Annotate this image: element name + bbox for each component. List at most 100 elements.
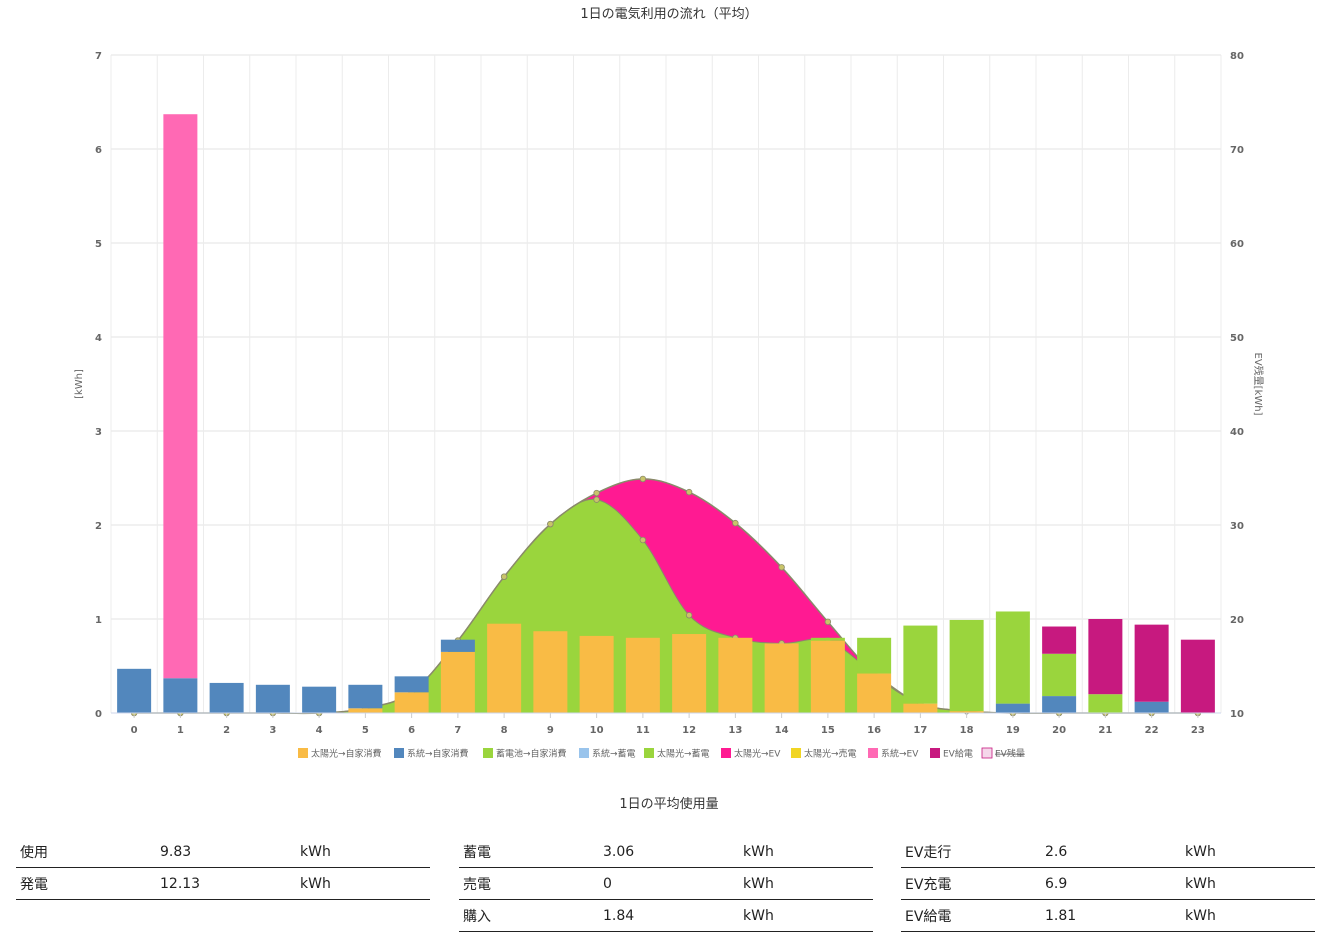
bar xyxy=(1134,624,1169,702)
bar xyxy=(440,639,475,652)
bar xyxy=(949,711,984,713)
legend-item: EV給電 xyxy=(930,748,973,760)
y-tick-label: 1 xyxy=(95,615,102,626)
legend-item: 太陽光→自家消費 xyxy=(298,748,382,760)
chart-title: 1日の電気利用の流れ（平均） xyxy=(580,6,757,22)
summary-row: 購入 1.84 kWh xyxy=(459,899,873,932)
bar xyxy=(1088,694,1123,713)
summary-label: 購入 xyxy=(459,899,599,932)
legend-swatch xyxy=(483,748,493,758)
summary-unit: kWh xyxy=(296,836,430,868)
bar xyxy=(1042,626,1077,654)
summary-value: 6.9 xyxy=(1041,867,1181,900)
bar xyxy=(672,634,707,713)
legend-swatch xyxy=(868,748,878,758)
summary-row: 発電 12.13 kWh xyxy=(16,867,430,900)
bar xyxy=(1088,619,1123,695)
area-layer xyxy=(130,475,1202,717)
bar xyxy=(718,637,753,713)
summary-row: EV走行 2.6 kWh xyxy=(901,836,1315,868)
bar xyxy=(487,623,522,713)
legend-label: 蓄電池→自家消費 xyxy=(496,748,567,760)
y2-tick-label: 30 xyxy=(1230,521,1244,532)
area-marker xyxy=(824,618,832,626)
summary-row: EV給電 1.81 kWh xyxy=(901,899,1315,932)
area-marker xyxy=(639,475,647,483)
y-tick-label: 2 xyxy=(95,521,102,532)
summary-table-2: 蓄電 3.06 kWh 売電 0 kWh 購入 1.84 kWh xyxy=(459,836,873,932)
bar-layer xyxy=(117,114,1215,713)
bar xyxy=(255,684,290,713)
legend-item: 系統→自家消費 xyxy=(394,748,469,760)
y2-tick-label: 50 xyxy=(1230,333,1244,344)
legend-label: EV残量 xyxy=(995,748,1025,760)
x-tick-label: 3 xyxy=(269,725,276,736)
summary-row: 使用 9.83 kWh xyxy=(16,836,430,868)
x-tick-label: 0 xyxy=(131,725,138,736)
y2-tick-label: 10 xyxy=(1230,709,1244,720)
legend-swatch xyxy=(721,748,731,758)
bar xyxy=(810,640,845,713)
summary-row: EV充電 6.9 kWh xyxy=(901,867,1315,900)
legend-swatch xyxy=(298,748,308,758)
summary-value: 1.81 xyxy=(1041,899,1181,932)
legend-swatch xyxy=(791,748,801,758)
summary-value: 3.06 xyxy=(599,836,739,868)
x-tick-label: 15 xyxy=(821,725,835,736)
bar xyxy=(348,684,383,709)
legend-swatch xyxy=(579,748,589,758)
legend-label: EV給電 xyxy=(943,748,973,760)
bar xyxy=(857,673,892,713)
bar xyxy=(117,668,152,713)
area-marker xyxy=(732,519,739,527)
bar xyxy=(163,678,198,713)
legend-label: 太陽光→蓄電 xyxy=(657,748,710,760)
bar xyxy=(394,692,429,713)
x-tick-label: 7 xyxy=(454,725,461,736)
legend-label: 系統→蓄電 xyxy=(592,748,636,760)
bar xyxy=(625,637,660,713)
legend-label: 太陽光→売電 xyxy=(804,748,857,760)
x-tick-label: 12 xyxy=(682,725,696,736)
bar xyxy=(348,708,383,713)
bar xyxy=(579,635,614,713)
summary-row: 売電 0 kWh xyxy=(459,867,873,900)
summary-table-1: 使用 9.83 kWh 発電 12.13 kWh xyxy=(16,836,430,900)
bar xyxy=(209,682,244,713)
bar xyxy=(302,686,337,713)
y2-tick-label: 40 xyxy=(1230,427,1244,438)
summary-label: EV走行 xyxy=(901,836,1041,868)
y2-tick-label: 20 xyxy=(1230,615,1244,626)
legend-item: 蓄電池→自家消費 xyxy=(483,748,567,760)
legend-item: 太陽光→EV xyxy=(721,748,781,760)
area-marker xyxy=(593,496,600,503)
summary-value: 1.84 xyxy=(599,899,739,932)
bar xyxy=(903,703,938,713)
x-tick-label: 4 xyxy=(316,725,323,736)
legend-swatch xyxy=(394,748,404,758)
bar xyxy=(1042,653,1077,697)
x-tick-label: 8 xyxy=(501,725,508,736)
area-marker xyxy=(778,564,785,571)
bar xyxy=(394,676,429,693)
x-tick-label: 19 xyxy=(1006,725,1020,736)
summary-label: 使用 xyxy=(16,836,156,868)
summary-label: 発電 xyxy=(16,867,156,900)
summary-unit: kWh xyxy=(1181,867,1315,900)
x-tick-label: 2 xyxy=(223,725,230,736)
y-tick-label: 0 xyxy=(95,709,102,720)
bar xyxy=(949,619,984,712)
x-tick-label: 16 xyxy=(867,725,881,736)
y2-tick-label: 60 xyxy=(1230,239,1244,250)
area-marker xyxy=(593,489,600,497)
area-marker xyxy=(500,573,508,580)
legend-item: 太陽光→売電 xyxy=(791,748,857,760)
x-tick-label: 20 xyxy=(1052,725,1066,736)
summary-unit: kWh xyxy=(739,867,873,900)
x-tick-label: 11 xyxy=(636,725,650,736)
x-tick-label: 13 xyxy=(728,725,742,736)
x-tick-label: 21 xyxy=(1098,725,1112,736)
summary-value: 0 xyxy=(599,867,739,900)
legend-swatch xyxy=(981,747,993,759)
